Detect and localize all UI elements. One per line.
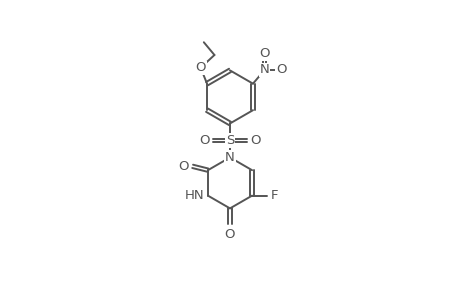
Text: O: O <box>259 47 269 60</box>
Text: HN: HN <box>185 189 204 202</box>
Text: F: F <box>270 189 277 202</box>
Text: O: O <box>199 134 209 147</box>
Text: O: O <box>275 63 286 76</box>
Text: S: S <box>225 134 234 147</box>
Text: N: N <box>224 151 235 164</box>
Text: O: O <box>178 160 188 173</box>
Text: O: O <box>195 61 206 74</box>
Text: O: O <box>224 228 235 241</box>
Text: O: O <box>250 134 260 147</box>
Text: N: N <box>259 63 269 76</box>
